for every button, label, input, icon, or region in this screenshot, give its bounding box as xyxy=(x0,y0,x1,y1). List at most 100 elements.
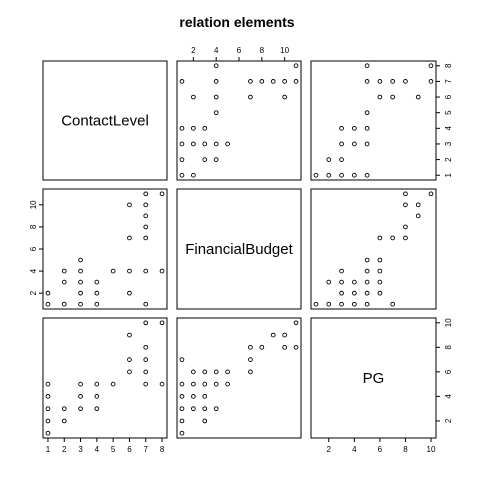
point-pg-vs-budget xyxy=(339,268,344,274)
point-pg-vs-budget xyxy=(364,301,370,307)
point-contact-vs-budget xyxy=(127,290,132,296)
point-pg-vs-budget xyxy=(390,235,396,241)
panel-frame-2-2 xyxy=(310,317,437,439)
point-contact-vs-budget xyxy=(78,268,83,274)
point-pg-vs-budget xyxy=(377,268,383,274)
diagonal-label-ContactLevel: ContactLevel xyxy=(61,113,149,130)
x-tick-label: 4 xyxy=(352,445,357,454)
point-budget-vs-pg xyxy=(225,381,230,387)
point-budget-vs-contact xyxy=(179,79,185,84)
x-tick-label: 10 xyxy=(427,445,436,454)
point-budget-vs-pg xyxy=(248,344,253,350)
y-tick-label: 3 xyxy=(444,141,453,146)
y-tick-label: 8 xyxy=(29,224,38,229)
point-contact-vs-pg xyxy=(127,369,132,375)
point-budget-vs-pg xyxy=(202,381,208,387)
point-budget-vs-pg xyxy=(213,381,219,387)
point-budget-vs-pg xyxy=(213,369,219,375)
point-budget-vs-contact xyxy=(248,94,253,100)
point-pg-vs-budget xyxy=(403,202,408,208)
point-contact-vs-budget xyxy=(143,301,149,307)
y-tick-label: 2 xyxy=(444,418,453,423)
point-contact-vs-pg xyxy=(61,406,67,412)
point-pg-vs-contact xyxy=(428,63,434,69)
point-budget-vs-pg xyxy=(293,320,299,326)
point-budget-vs-contact xyxy=(202,157,208,162)
point-pg-vs-contact xyxy=(415,94,421,100)
point-contact-vs-budget xyxy=(78,279,83,285)
point-budget-vs-contact xyxy=(179,172,185,178)
point-contact-vs-pg xyxy=(143,320,149,326)
x-tick-label: 8 xyxy=(260,46,265,55)
point-contact-vs-pg xyxy=(127,357,132,362)
point-contact-vs-budget xyxy=(143,268,149,274)
x-tick-label: 1 xyxy=(46,445,51,454)
point-contact-vs-budget xyxy=(94,301,100,307)
point-budget-vs-pg xyxy=(191,369,196,375)
point-pg-vs-budget xyxy=(339,301,344,307)
x-tick-label: 2 xyxy=(191,46,196,55)
point-contact-vs-budget xyxy=(61,268,67,274)
point-pg-vs-contact xyxy=(339,141,344,147)
point-budget-vs-contact xyxy=(202,141,208,147)
y-tick-label: 5 xyxy=(444,110,453,115)
point-pg-vs-contact xyxy=(428,79,434,84)
y-tick-label: 6 xyxy=(29,246,38,251)
panel-frame-2-0 xyxy=(42,317,168,439)
point-contact-vs-budget xyxy=(94,279,100,285)
point-contact-vs-budget xyxy=(94,290,100,296)
point-pg-vs-contact xyxy=(377,79,383,84)
point-contact-vs-budget xyxy=(159,268,165,274)
x-tick-label: 6 xyxy=(378,445,383,454)
y-tick-label: 10 xyxy=(29,200,38,209)
y-tick-label: 4 xyxy=(444,394,453,399)
point-pg-vs-contact xyxy=(364,79,370,84)
point-budget-vs-contact xyxy=(191,172,196,178)
point-pg-vs-budget xyxy=(415,202,421,208)
point-pg-vs-budget xyxy=(351,279,357,285)
point-contact-vs-pg xyxy=(78,381,83,387)
point-pg-vs-contact xyxy=(351,141,357,147)
point-contact-vs-budget xyxy=(78,301,83,307)
point-pg-vs-budget xyxy=(377,257,383,263)
point-pg-vs-budget xyxy=(377,279,383,285)
point-pg-vs-contact xyxy=(339,125,344,131)
point-pg-vs-budget xyxy=(390,301,396,307)
point-budget-vs-contact xyxy=(293,79,299,84)
point-budget-vs-pg xyxy=(179,418,185,424)
point-budget-vs-pg xyxy=(179,406,185,412)
x-tick-label: 5 xyxy=(111,445,116,454)
point-budget-vs-pg xyxy=(259,344,265,350)
point-budget-vs-pg xyxy=(202,418,208,424)
x-tick-label: 6 xyxy=(127,445,132,454)
point-budget-vs-contact xyxy=(191,94,196,100)
point-contact-vs-pg xyxy=(143,344,149,350)
point-budget-vs-pg xyxy=(202,394,208,399)
x-tick-label: 2 xyxy=(327,445,332,454)
y-tick-label: 1 xyxy=(444,172,453,177)
point-pg-vs-budget xyxy=(415,213,421,219)
point-contact-vs-pg xyxy=(45,418,51,424)
point-pg-vs-budget xyxy=(339,279,344,285)
point-contact-vs-budget xyxy=(143,191,149,197)
point-contact-vs-pg xyxy=(143,381,149,387)
diagonal-label-PG: PG xyxy=(363,370,385,387)
point-pg-vs-budget xyxy=(403,191,408,197)
panel-frame-1-2 xyxy=(310,188,437,310)
x-tick-label: 6 xyxy=(237,46,242,55)
point-contact-vs-budget xyxy=(143,202,149,208)
point-pg-vs-contact xyxy=(364,172,370,178)
point-budget-vs-contact xyxy=(213,157,219,162)
panel-frame-2-1 xyxy=(176,317,302,439)
point-pg-vs-budget xyxy=(377,235,383,241)
point-contact-vs-pg xyxy=(143,357,149,362)
point-budget-vs-pg xyxy=(191,394,196,399)
point-budget-vs-pg xyxy=(248,357,253,362)
point-contact-vs-budget xyxy=(61,279,67,285)
point-budget-vs-contact xyxy=(213,63,219,69)
point-pg-vs-contact xyxy=(364,125,370,131)
point-budget-vs-pg xyxy=(213,406,219,412)
y-tick-label: 8 xyxy=(444,345,453,350)
x-tick-label: 8 xyxy=(403,445,408,454)
point-contact-vs-pg xyxy=(78,394,83,399)
